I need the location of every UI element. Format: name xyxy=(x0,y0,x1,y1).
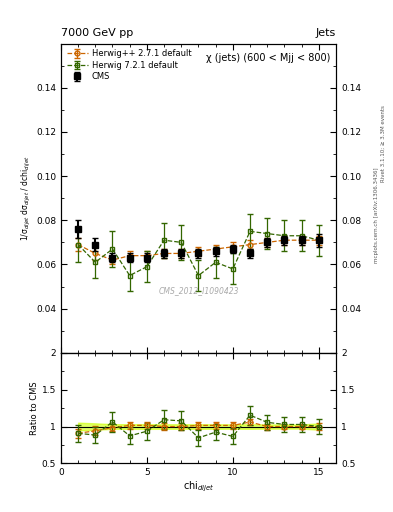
Y-axis label: Ratio to CMS: Ratio to CMS xyxy=(30,381,39,435)
Text: CMS_2012_I1090423: CMS_2012_I1090423 xyxy=(158,287,239,295)
Text: χ (jets) (600 < Mjj < 800): χ (jets) (600 < Mjj < 800) xyxy=(206,53,331,63)
X-axis label: chi$_{dijet}$: chi$_{dijet}$ xyxy=(183,480,214,495)
Text: Rivet 3.1.10; ≥ 3.3M events: Rivet 3.1.10; ≥ 3.3M events xyxy=(381,105,386,182)
Legend: Herwig++ 2.7.1 default, Herwig 7.2.1 default, CMS: Herwig++ 2.7.1 default, Herwig 7.2.1 def… xyxy=(63,46,195,84)
Text: Jets: Jets xyxy=(316,28,336,38)
Text: 7000 GeV pp: 7000 GeV pp xyxy=(61,28,133,38)
Text: mcplots.cern.ch [arXiv:1306.3436]: mcplots.cern.ch [arXiv:1306.3436] xyxy=(374,167,379,263)
Y-axis label: 1/σ$_{dijet}$ dσ$_{dijet}$ / dchi$_{dijet}$: 1/σ$_{dijet}$ dσ$_{dijet}$ / dchi$_{dije… xyxy=(20,155,33,241)
